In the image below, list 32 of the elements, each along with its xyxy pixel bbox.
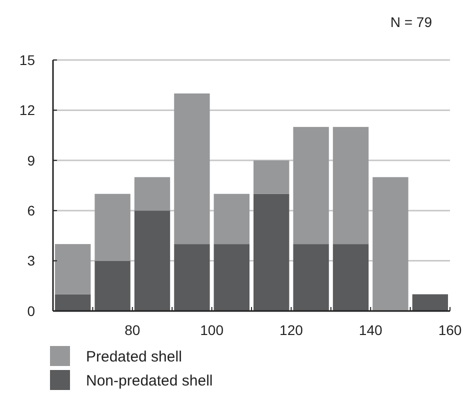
- x-tick-label: 100: [200, 322, 224, 338]
- bar: [372, 177, 408, 311]
- bar: [94, 260, 130, 311]
- bar: [174, 93, 210, 244]
- bar: [214, 244, 250, 311]
- bar: [55, 294, 91, 311]
- x-tick-label: 160: [438, 322, 462, 338]
- legend-label: Non-predated shell: [86, 372, 213, 390]
- y-tick-label: 6: [27, 202, 36, 218]
- bar: [332, 126, 369, 244]
- x-tick-label: 140: [358, 322, 382, 338]
- bar: [214, 194, 250, 244]
- bar: [293, 126, 329, 244]
- y-tick-label: 15: [19, 52, 36, 68]
- x-tick-label: 120: [280, 322, 304, 338]
- bar: [55, 244, 91, 294]
- bar: [293, 244, 329, 311]
- bar: [134, 177, 170, 211]
- y-tick-label: 12: [19, 102, 36, 118]
- x-tick-label: 80: [124, 322, 140, 338]
- bar: [254, 194, 290, 311]
- legend-label: Predated shell: [86, 348, 182, 366]
- bar: [94, 194, 130, 261]
- y-tick-label: 3: [27, 252, 36, 269]
- y-tick-label: 0: [27, 302, 36, 319]
- bar: [254, 160, 290, 194]
- bar: [332, 244, 369, 311]
- bar: [174, 244, 210, 311]
- bar: [412, 294, 448, 311]
- text: N = 79: [390, 14, 432, 30]
- y-tick-label: 9: [27, 152, 36, 168]
- bar: [134, 210, 170, 311]
